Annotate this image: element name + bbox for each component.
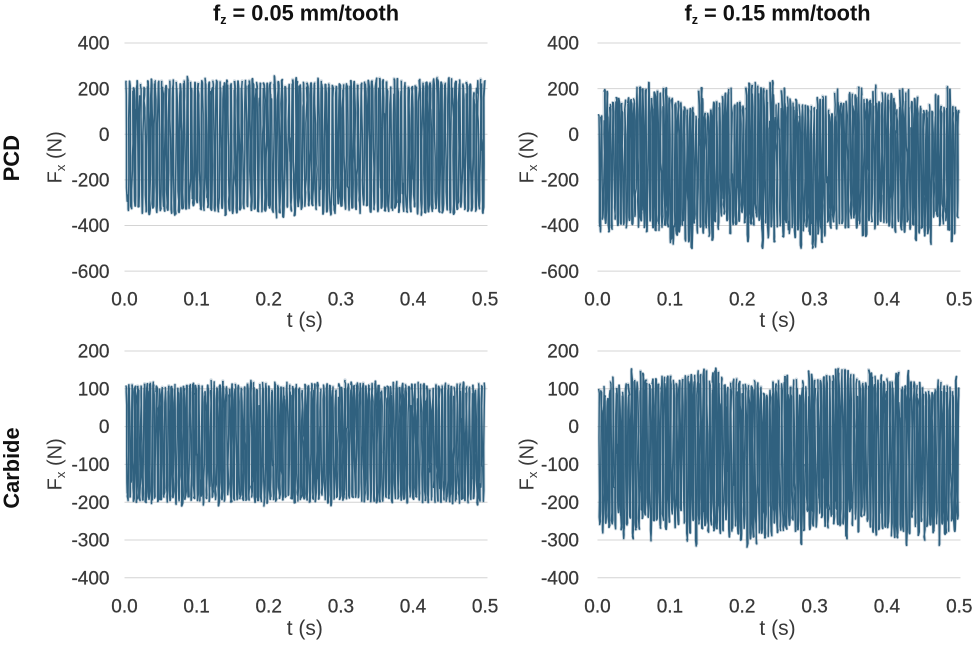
svg-text:0.2: 0.2 — [729, 596, 755, 617]
svg-text:0: 0 — [99, 125, 110, 146]
svg-text:0.2: 0.2 — [255, 596, 281, 617]
svg-text:-200: -200 — [71, 493, 109, 514]
svg-text:-200: -200 — [541, 493, 579, 514]
svg-text:0.3: 0.3 — [328, 596, 354, 617]
svg-text:0.4: 0.4 — [400, 290, 427, 311]
svg-text:-300: -300 — [541, 531, 579, 552]
svg-text:-300: -300 — [71, 531, 109, 552]
svg-text:0.3: 0.3 — [328, 290, 354, 311]
svg-text:t (s): t (s) — [287, 309, 323, 332]
svg-text:-400: -400 — [71, 568, 109, 589]
svg-text:0.2: 0.2 — [255, 290, 281, 311]
svg-text:t (s): t (s) — [759, 617, 795, 640]
svg-text:0.4: 0.4 — [400, 596, 427, 617]
svg-text:0.4: 0.4 — [874, 290, 901, 311]
svg-text:0.5: 0.5 — [946, 290, 972, 311]
svg-text:0: 0 — [99, 417, 110, 438]
svg-text:0.2: 0.2 — [729, 290, 755, 311]
svg-text:-200: -200 — [71, 171, 109, 192]
svg-text:0.0: 0.0 — [111, 290, 137, 311]
svg-text:0.5: 0.5 — [946, 596, 972, 617]
svg-text:Fx (N): Fx (N) — [517, 438, 541, 490]
svg-text:400: 400 — [78, 34, 110, 55]
svg-text:100: 100 — [547, 379, 579, 400]
svg-text:0.0: 0.0 — [111, 596, 137, 617]
svg-text:-400: -400 — [541, 216, 579, 237]
svg-text:Fx (N): Fx (N) — [45, 131, 68, 183]
svg-text:200: 200 — [78, 342, 110, 363]
svg-text:-400: -400 — [541, 568, 579, 589]
svg-text:-600: -600 — [71, 262, 109, 283]
svg-text:-400: -400 — [71, 216, 109, 237]
svg-text:-200: -200 — [541, 171, 579, 192]
svg-text:0.0: 0.0 — [584, 596, 610, 617]
svg-text:0.0: 0.0 — [584, 290, 610, 311]
svg-text:0.1: 0.1 — [657, 290, 683, 311]
svg-text:0: 0 — [568, 125, 579, 146]
svg-text:Fx (N): Fx (N) — [45, 438, 68, 490]
svg-text:Carbide: Carbide — [0, 427, 24, 508]
svg-text:t (s): t (s) — [287, 617, 323, 640]
svg-text:0.5: 0.5 — [472, 290, 498, 311]
svg-text:t (s): t (s) — [759, 309, 795, 332]
svg-text:200: 200 — [547, 79, 579, 100]
svg-text:Fx (N): Fx (N) — [517, 131, 541, 183]
svg-text:100: 100 — [78, 379, 110, 400]
svg-text:0.1: 0.1 — [183, 596, 209, 617]
svg-text:0.3: 0.3 — [801, 596, 827, 617]
svg-text:fz = 0.15 mm/tooth: fz = 0.15 mm/tooth — [684, 1, 870, 28]
svg-text:-100: -100 — [541, 455, 579, 476]
svg-text:-600: -600 — [541, 262, 579, 283]
svg-text:-100: -100 — [71, 455, 109, 476]
svg-text:0.1: 0.1 — [657, 596, 683, 617]
svg-text:200: 200 — [78, 79, 110, 100]
svg-text:PCD: PCD — [0, 135, 24, 181]
svg-text:0.3: 0.3 — [801, 290, 827, 311]
svg-text:200: 200 — [547, 342, 579, 363]
svg-text:0.1: 0.1 — [183, 290, 209, 311]
svg-text:0: 0 — [568, 417, 579, 438]
svg-text:0.4: 0.4 — [874, 596, 901, 617]
svg-text:0.5: 0.5 — [472, 596, 498, 617]
svg-text:fz = 0.05 mm/tooth: fz = 0.05 mm/tooth — [213, 1, 399, 28]
svg-text:400: 400 — [547, 34, 579, 55]
